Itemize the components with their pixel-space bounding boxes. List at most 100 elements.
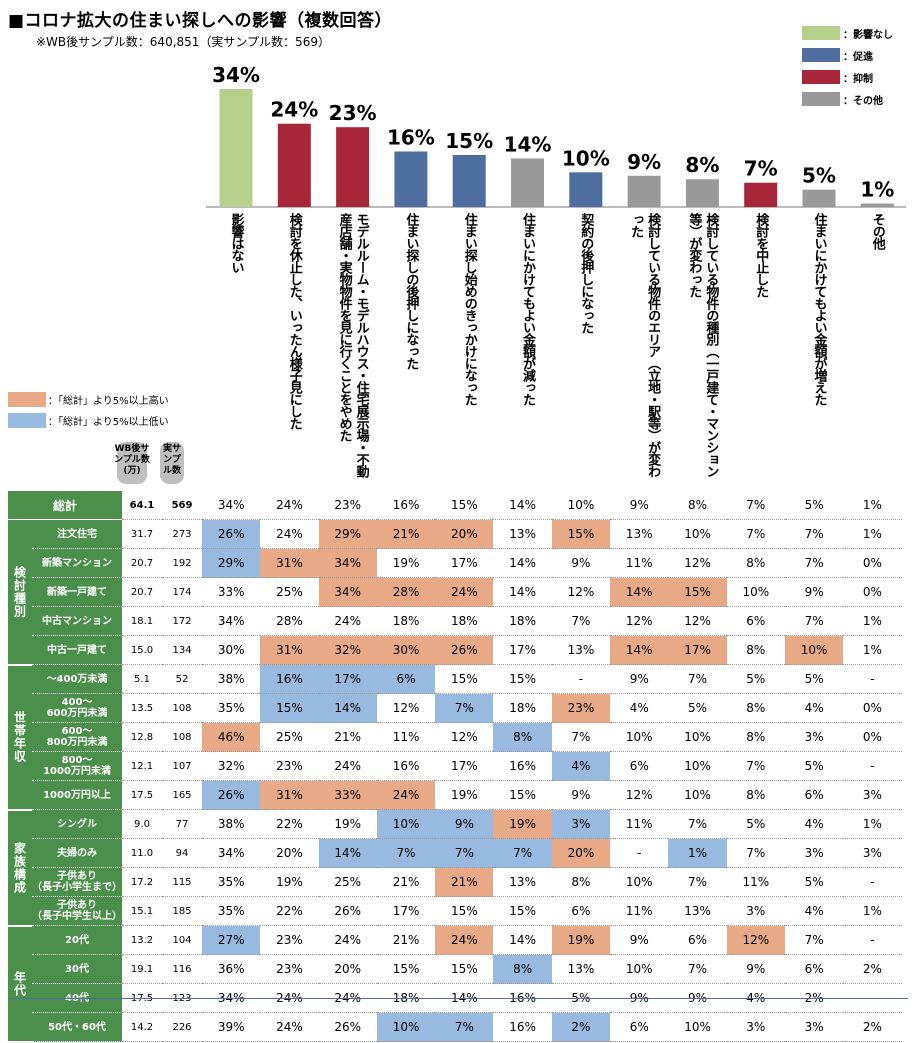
category-label: 影響はない [228,213,244,273]
group-label: 検討種別 [8,519,32,666]
row-label: 20代 [32,925,122,955]
row-label: 夫婦のみ [32,838,122,868]
actual-sample-cell: 226 [162,1012,202,1042]
value-cell: 39% [202,1012,261,1042]
bar-4 [394,151,428,207]
value-cell: 8% [668,491,727,520]
value-cell: 3% [843,838,902,868]
value-cell: 7% [668,954,727,984]
value-cell: 12% [435,722,494,752]
actual-sample-cell: 52 [162,664,202,694]
value-cell: 11% [610,809,669,839]
legend-item-promote: ：促進 [802,48,893,63]
value-cell: 9% [551,548,611,578]
wb-sample-cell: 19.1 [122,954,162,984]
value-cell: 6% [726,606,785,636]
value-cell: 24% [435,577,494,607]
value-cell: 25% [318,867,377,897]
value-cell: 5% [784,491,844,520]
value-cell: 5% [784,867,844,897]
value-cell: 32% [202,751,261,781]
value-cell: 19% [376,548,436,578]
value-cell: 10% [668,1012,727,1042]
value-cell: 25% [260,577,319,607]
table-row: 400～ 600万円未満 13.5 108 35% 15% 14% 12% 7% 18% 23% 4%… [8,693,902,723]
value-cell: 38% [202,664,261,694]
value-cell: 7% [668,867,727,897]
value-cell: 34% [202,838,261,868]
bar-11 [802,189,836,207]
value-cell: 6% [610,751,669,781]
value-cell: 14% [493,577,552,607]
value-cell: 8% [726,635,785,665]
value-cell: 24% [318,751,377,781]
row-label: 子供あり （長子小学生まで） [32,867,122,897]
highlight-legend-high: ：「総計」より5%以上高い [8,392,169,407]
legend-label: ：抑制 [843,73,873,85]
value-cell: 14% [610,635,669,665]
table-row: 中古マンション 18.1 172 34% 28% 24% 18% 18% 18% 7% 12% 12%… [8,606,902,636]
value-cell: 7% [784,925,844,955]
category-label: 検討を中止した [753,213,769,297]
value-cell: 9% [551,780,611,810]
value-cell: 8% [726,780,785,810]
value-cell: 2% [843,954,902,984]
value-cell: 4% [784,896,844,926]
row-label: 50代・60代 [32,1012,122,1042]
value-cell: 26% [202,519,261,549]
value-cell: 19% [318,809,377,839]
row-label: 新築一戸建て [32,577,122,607]
value-cell: 33% [318,780,377,810]
value-cell: 0% [843,548,902,578]
value-cell: 34% [318,548,377,578]
row-label: 子供あり （長子中学生以上） [32,896,122,926]
value-cell: 1% [668,838,727,868]
value-cell: 16% [376,491,436,520]
value-cell: 0% [843,722,902,752]
value-cell: 6% [610,1012,669,1042]
value-cell: 5% [784,664,844,694]
legend-item-other: ：その他 [802,92,893,107]
wb-sample-cell: 18.1 [122,606,162,636]
table-row: 1000万円以上 17.5 165 26% 31% 33% 24% 19% 15% 9% 12% 10… [8,780,902,810]
actual-sample-cell: 107 [162,751,202,781]
bar-value-label: 34% [212,63,260,87]
value-cell: 21% [435,867,494,897]
value-cell: 17% [435,548,494,578]
value-cell: 3% [551,809,611,839]
table-row: 年代 20代 13.2 104 27% 23% 24% 21% 24% 14% 19% 9% 6% 12%… [8,925,902,1043]
value-cell: 8% [493,722,552,752]
value-cell: 18% [376,606,436,636]
value-cell: 6% [668,925,727,955]
value-cell: 24% [376,780,436,810]
value-cell: 3% [784,838,844,868]
value-cell: 7% [784,519,844,549]
value-cell: 27% [202,925,261,955]
value-cell: - [610,838,669,868]
value-cell: 9% [610,925,669,955]
value-cell: 7% [493,838,552,868]
value-cell: 25% [260,722,319,752]
value-cell: 14% [318,693,377,723]
bar-5 [452,154,486,207]
value-cell: 10% [784,635,844,665]
value-cell: 10% [668,519,727,549]
value-cell: 33% [202,577,261,607]
bar-value-label: 9% [627,150,661,174]
value-cell: 38% [202,809,261,839]
value-cell: 10% [668,780,727,810]
wb-sample-header: WB後サンプル数(万) [114,444,150,476]
bar-8 [627,175,661,207]
value-cell: 23% [260,925,319,955]
value-cell: 7% [435,838,494,868]
value-cell: 7% [668,664,727,694]
value-cell: 19% [493,809,552,839]
value-cell: 6% [784,780,844,810]
category-label: 検討している物件の種別（一戸建て・マンション等）が変わった [686,213,719,477]
value-cell: 17% [318,664,377,694]
value-cell: 26% [435,635,494,665]
bar-value-label: 5% [802,164,836,188]
value-cell: 29% [318,519,377,549]
value-cell: 15% [435,664,494,694]
column-header-pill [160,442,184,484]
